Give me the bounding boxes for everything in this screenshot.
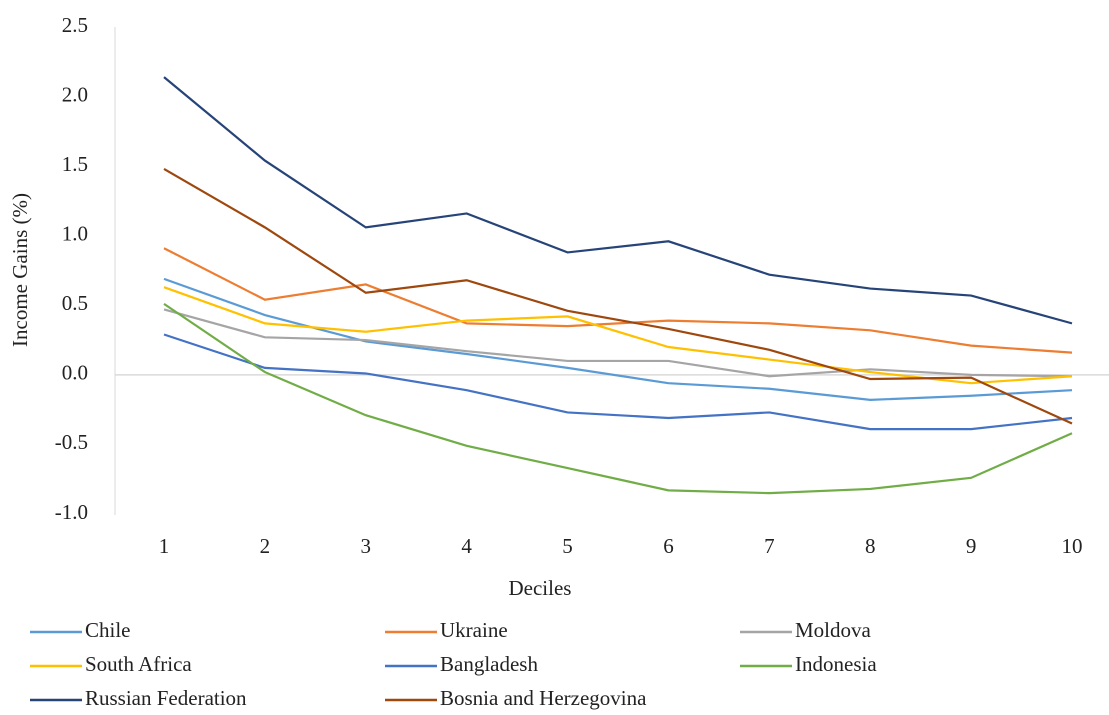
legend-label: Russian Federation bbox=[85, 686, 247, 710]
x-axis-title: Deciles bbox=[509, 576, 572, 600]
y-tick-label: -0.5 bbox=[55, 430, 88, 454]
legend-label: Chile bbox=[85, 618, 131, 642]
x-tick-label: 1 bbox=[159, 534, 170, 558]
series-line bbox=[163, 308, 1073, 378]
y-tick-label: 2.0 bbox=[62, 82, 88, 106]
x-tick-label: 2 bbox=[260, 534, 271, 558]
x-tick-label: 7 bbox=[764, 534, 775, 558]
legend-label: South Africa bbox=[85, 652, 192, 676]
legend-label: Moldova bbox=[795, 618, 872, 642]
legend-label: Ukraine bbox=[440, 618, 508, 642]
y-tick-label: 2.5 bbox=[62, 13, 88, 37]
x-tick-label: 8 bbox=[865, 534, 876, 558]
x-tick-label: 5 bbox=[562, 534, 573, 558]
series-line bbox=[163, 302, 1073, 495]
series-line bbox=[163, 167, 1073, 425]
series-line bbox=[163, 247, 1073, 354]
y-tick-label: 1.5 bbox=[62, 152, 88, 176]
x-tick-label: 4 bbox=[461, 534, 472, 558]
series-line bbox=[163, 333, 1073, 431]
x-tick-label: 10 bbox=[1062, 534, 1083, 558]
x-tick-label: 3 bbox=[361, 534, 372, 558]
y-axis-title: Income Gains (%) bbox=[8, 193, 32, 347]
series-line bbox=[163, 76, 1073, 325]
x-tick-label: 9 bbox=[966, 534, 977, 558]
y-tick-label: 0.0 bbox=[62, 361, 88, 385]
legend-label: Bosnia and Herzegovina bbox=[440, 686, 647, 710]
y-tick-label: 1.0 bbox=[62, 222, 88, 246]
x-tick-label: 6 bbox=[663, 534, 674, 558]
legend-label: Indonesia bbox=[795, 652, 877, 676]
y-tick-label: 0.5 bbox=[62, 291, 88, 315]
legend-label: Bangladesh bbox=[440, 652, 538, 676]
y-tick-label: -1.0 bbox=[55, 500, 88, 524]
